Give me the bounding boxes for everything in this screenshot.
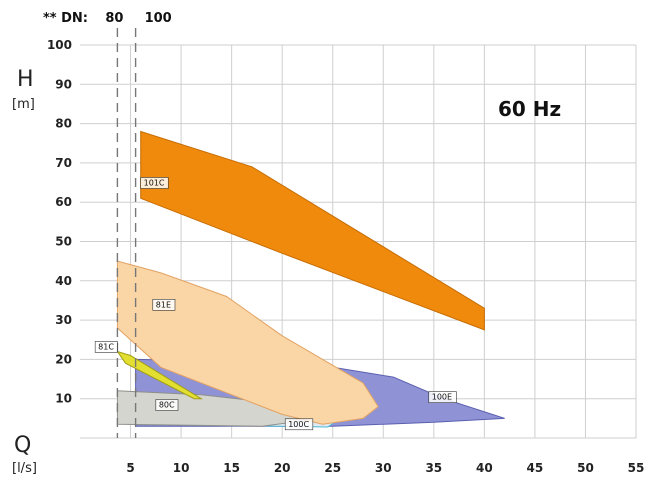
region-label-box-81e (152, 299, 176, 311)
region-label-100c: 100C (284, 418, 314, 431)
region-label-box-100c (284, 418, 314, 431)
region-label-box-80c (155, 399, 179, 411)
y-tick-20: 20 (55, 352, 72, 366)
x-tick-30: 30 (375, 461, 392, 475)
frequency-label: 60 Hz (498, 97, 561, 121)
region-label-text-101c: 101C (144, 178, 165, 187)
region-label-80c: 80C (155, 399, 179, 411)
y-tick-30: 30 (55, 313, 72, 327)
x-tick-35: 35 (425, 461, 442, 475)
region-label-box-100e (428, 391, 457, 403)
x-tick-25: 25 (324, 461, 341, 475)
y-tick-labels: 10 20 30 40 50 60 70 80 90 100 (47, 38, 72, 406)
dn-prefix: ** DN: (43, 11, 88, 26)
x-tick-5: 5 (126, 461, 134, 475)
region-labels: 100E 100C 80C 81C 81E 101C (94, 177, 457, 431)
x-tick-15: 15 (223, 461, 240, 475)
y-tick-10: 10 (55, 392, 72, 406)
x-tick-20: 20 (274, 461, 291, 475)
region-label-box-101c (140, 177, 169, 189)
y-tick-100: 100 (47, 38, 72, 52)
region-81e (116, 260, 379, 425)
region-label-text-100e: 100E (432, 393, 452, 402)
performance-regions (116, 130, 505, 428)
region-label-text-81c: 81C (98, 342, 114, 351)
x-tick-40: 40 (476, 461, 493, 475)
dn-markers: 80 100 (105, 11, 172, 438)
x-tick-45: 45 (527, 461, 544, 475)
region-label-101c: 101C (140, 177, 169, 189)
dn-label-80: 80 (105, 11, 123, 26)
region-label-box-81c (94, 341, 118, 353)
region-81c (116, 350, 204, 400)
y-tick-80: 80 (55, 117, 72, 131)
x-tick-50: 50 (577, 461, 594, 475)
x-axis-letter: Q (14, 433, 31, 458)
region-label-text-80c: 80C (159, 401, 175, 410)
x-tick-10: 10 (173, 461, 190, 475)
y-axis-letter: H (17, 67, 34, 92)
x-tick-labels: 5 10 15 20 25 30 35 40 45 50 55 (126, 461, 644, 475)
y-tick-60: 60 (55, 195, 72, 209)
y-axis-unit: [m] (12, 97, 35, 112)
region-label-81c: 81C (94, 341, 118, 353)
x-axis-unit: [l/s] (12, 461, 37, 476)
y-tick-70: 70 (55, 156, 72, 170)
region-label-81e: 81E (152, 299, 176, 311)
region-label-text-100c: 100C (288, 420, 309, 429)
region-101c (140, 130, 485, 331)
dn-label-100: 100 (145, 11, 172, 26)
y-tick-90: 90 (55, 77, 72, 91)
y-tick-50: 50 (55, 235, 72, 249)
region-label-100e: 100E (428, 391, 457, 403)
region-label-text-81e: 81E (156, 300, 171, 309)
x-tick-55: 55 (628, 461, 645, 475)
y-tick-40: 40 (55, 274, 72, 288)
